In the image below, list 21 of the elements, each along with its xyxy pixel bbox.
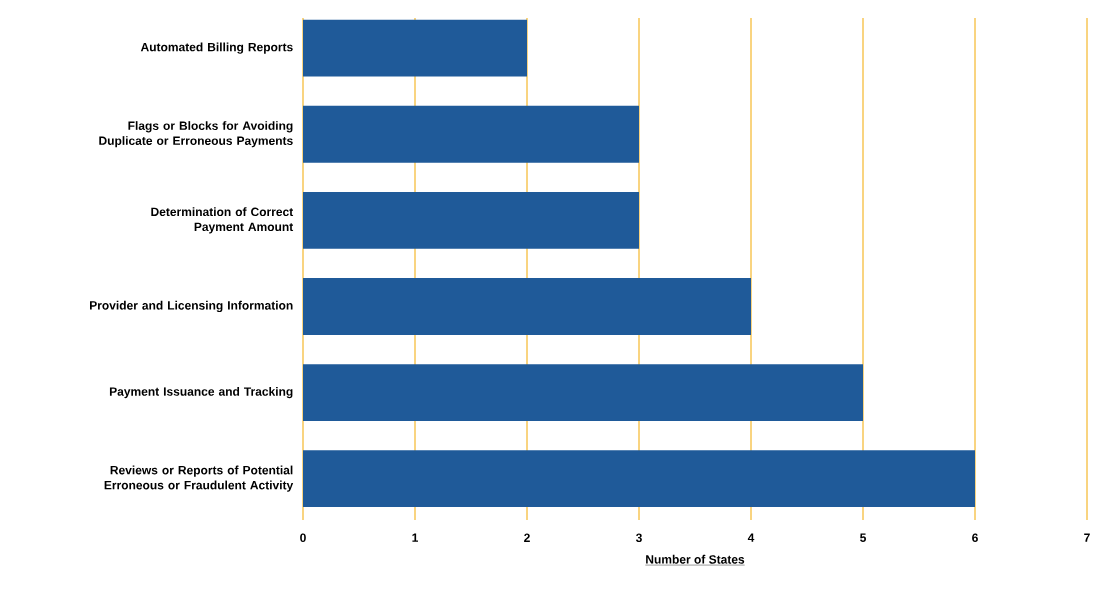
- bar: [303, 19, 527, 77]
- x-tick-label: 7: [1084, 533, 1090, 542]
- bar: [303, 191, 639, 249]
- x-tick-label: 6: [972, 533, 978, 543]
- bar: [303, 364, 863, 421]
- x-tick-label: 0: [300, 533, 306, 543]
- x-axis-title: Number of States: [646, 554, 745, 564]
- x-tick-label: 2: [524, 533, 530, 542]
- y-tick-label: Determination of Correct Payment Amount: [151, 207, 294, 234]
- bar: [303, 278, 751, 335]
- y-tick-label: Provider and Licensing Information: [90, 300, 293, 313]
- y-tick-label: Automated Billing Reports: [140, 42, 293, 54]
- x-tick-label: 5: [860, 533, 867, 542]
- bar: [303, 450, 975, 508]
- bar: [303, 105, 639, 163]
- y-tick-label: Flags or Blocks for Avoiding Duplicate or Erroneous Payments: [99, 121, 293, 148]
- y-tick-label: Payment Issuance and Tracking: [109, 386, 293, 399]
- x-tick-label: 1: [412, 533, 419, 542]
- y-tick-label: Reviews or Reports of Potential Erroneous or Fraudulent Activity: [104, 465, 294, 492]
- x-tick-label: 4: [747, 533, 755, 542]
- x-tick-label: 3: [635, 533, 642, 543]
